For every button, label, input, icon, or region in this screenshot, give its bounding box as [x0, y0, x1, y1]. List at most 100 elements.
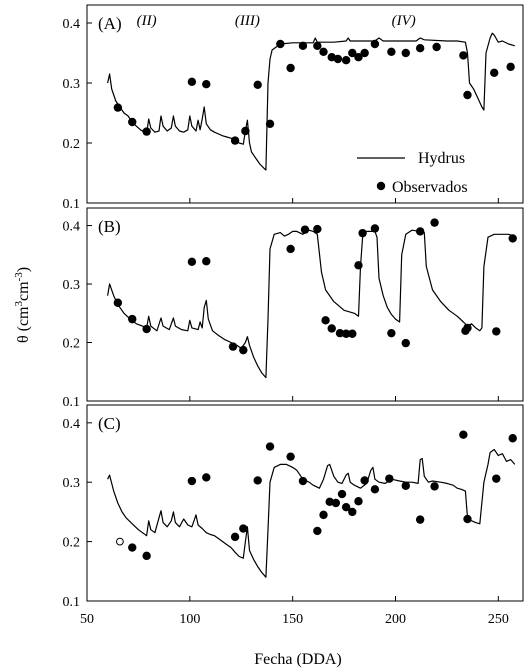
- y-axis-title-sup2: -3: [13, 272, 25, 282]
- panel-frame: [86, 207, 524, 402]
- observed-point: [370, 485, 380, 494]
- observed-point: [241, 126, 250, 136]
- y-axis-title-end: ): [15, 267, 32, 272]
- observed-point: [239, 524, 248, 533]
- observed-point: [142, 551, 151, 561]
- panel-1: 0.1 0.2 0.3 0.4 (A) (II) (III) (IV): [63, 4, 524, 212]
- observed-point: [341, 329, 351, 338]
- observed-point: [202, 80, 211, 89]
- observed-point: [128, 314, 137, 324]
- observed-point: [128, 543, 137, 552]
- legend: Hydrus Observados: [357, 150, 468, 196]
- panel-2: 0.1 0.2 0.3 0.4 (B): [63, 207, 524, 410]
- observed-point: [230, 136, 240, 145]
- hydrus-line: [107, 448, 516, 578]
- observed-point: [276, 39, 285, 49]
- period-label: (II): [137, 13, 157, 29]
- panel-label: (A): [98, 14, 122, 33]
- x-tick-label: 200: [385, 612, 406, 627]
- observed-point: [463, 323, 472, 333]
- x-tick-label: 150: [282, 612, 303, 627]
- observed-point: [230, 532, 240, 542]
- x-axis-title: Fecha (DDA): [254, 651, 342, 668]
- observed-point: [401, 338, 410, 348]
- observed-point: [253, 476, 262, 485]
- y-tick-label: 0.4: [63, 417, 81, 432]
- y-tick-label: 0.2: [63, 536, 81, 551]
- observed-point: [142, 127, 151, 136]
- observed-point: [348, 329, 357, 338]
- observed-point: [354, 53, 363, 62]
- y-tick-label: 0.3: [63, 278, 81, 293]
- observed-point: [128, 117, 137, 127]
- observed-point: [239, 345, 248, 355]
- legend-observados-marker: [376, 181, 386, 191]
- observed-point: [187, 77, 197, 87]
- observed-point: [508, 434, 517, 443]
- observed-point: [401, 48, 410, 58]
- panels: 0.1 0.2 0.3 0.4 (A) (II) (III) (IV) 0.1 0.2 0.3 0.4…: [63, 4, 524, 627]
- observed-point: [331, 498, 341, 508]
- observed-point: [348, 507, 357, 517]
- panel-frame: [86, 404, 524, 602]
- y-tick-label: 0.2: [63, 137, 81, 152]
- observed-point: [298, 41, 308, 50]
- observed-point: [265, 119, 275, 128]
- panel-frame: [86, 4, 524, 204]
- observed-point: [286, 63, 295, 73]
- x-tick-label: 250: [488, 612, 509, 627]
- observed-point: [341, 56, 351, 65]
- period-label: (IV): [392, 13, 416, 29]
- observed-point: [113, 298, 123, 307]
- observed-point: [286, 244, 295, 254]
- observed-point: [370, 39, 380, 49]
- hydrus-line: [107, 229, 515, 379]
- observed-point: [508, 234, 517, 243]
- period-label: (III): [235, 13, 260, 29]
- y-tick-label: 0.4: [63, 220, 81, 235]
- observed-point: [113, 103, 123, 112]
- observed-point: [313, 224, 322, 234]
- observed-point: [300, 225, 310, 234]
- y-axis-title-mid: cm: [15, 281, 32, 301]
- observed-point: [370, 224, 380, 233]
- hydrus-line: [107, 32, 515, 171]
- observed-point: [459, 51, 468, 60]
- observed-point: [187, 476, 197, 486]
- observed-point: [415, 515, 425, 524]
- y-tick-label: 0.3: [63, 77, 81, 92]
- observed-point: [415, 44, 425, 53]
- observed-point-open: [116, 537, 124, 546]
- observed-point: [360, 476, 369, 485]
- observed-point: [253, 80, 262, 90]
- observed-point: [321, 316, 330, 325]
- observed-point: [463, 90, 472, 100]
- legend-hydrus-label: Hydrus: [418, 150, 465, 167]
- panel-3: 0.1 0.2 0.3 0.4 50 100 150 200 250 (C): [63, 404, 524, 627]
- observed-point: [333, 54, 343, 64]
- observed-point: [430, 482, 439, 491]
- observed-point: [202, 257, 211, 266]
- observed-point: [319, 510, 328, 520]
- observed-point: [415, 227, 425, 236]
- observed-point: [492, 474, 501, 483]
- y-axis-title-main: θ (cm: [15, 306, 32, 343]
- y-tick-label: 0.1: [63, 595, 81, 610]
- observed-point: [348, 48, 357, 58]
- panel-label: (C): [98, 414, 121, 433]
- observed-point: [492, 327, 501, 336]
- observed-point: [358, 228, 367, 238]
- observed-point: [228, 342, 238, 351]
- panel-label: (B): [98, 217, 121, 236]
- observed-point: [387, 47, 396, 56]
- observed-point: [463, 514, 472, 524]
- observed-point: [490, 68, 499, 78]
- observed-point: [459, 430, 468, 439]
- observed-point: [354, 497, 363, 506]
- observed-point: [142, 324, 151, 334]
- legend-observados-label: Observados: [392, 179, 468, 196]
- observed-point: [337, 489, 347, 499]
- observed-point: [354, 261, 363, 270]
- y-tick-label: 0.1: [63, 197, 81, 212]
